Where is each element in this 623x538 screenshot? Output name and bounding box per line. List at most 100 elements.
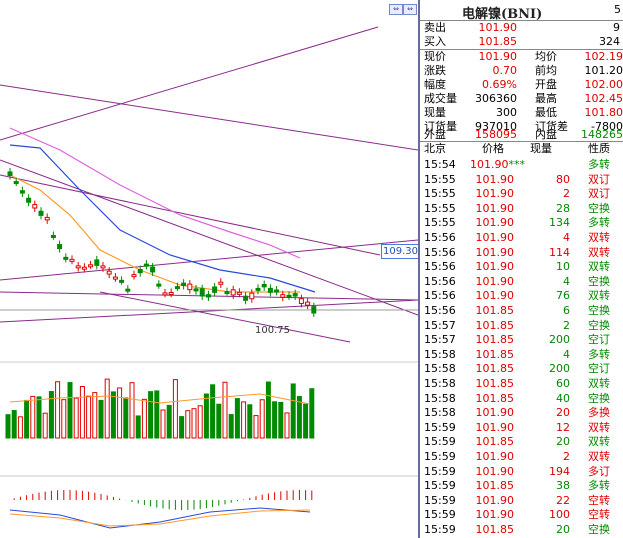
panel-divider[interactable] xyxy=(418,0,420,538)
tick-nature: 双转 xyxy=(588,289,610,303)
tick-time: 15:55 xyxy=(424,201,456,215)
candle-body xyxy=(181,282,187,286)
chart-zoom-in-button[interactable]: ⇔ xyxy=(403,4,417,15)
candle-body xyxy=(199,288,205,297)
tick-time: 15:56 xyxy=(424,289,456,303)
tick-price: 101.90 xyxy=(470,230,515,245)
tick-row[interactable]: 15:59 101.90 194 多订 xyxy=(420,464,623,479)
volume-bar xyxy=(191,408,197,439)
tick-nature: 双订 xyxy=(588,172,610,186)
tick-row[interactable]: 15:55 101.90 2 双订 xyxy=(420,186,623,201)
tick-row[interactable]: 15:58 101.85 4 多转 xyxy=(420,347,623,362)
tick-nature: 双订 xyxy=(588,187,610,201)
tick-price-value: 101.90 xyxy=(470,158,509,171)
tick-row[interactable]: 15:58 101.85 40 空换 xyxy=(420,391,623,406)
volume-bar xyxy=(30,395,36,439)
candle-body xyxy=(249,292,255,300)
current-row: 现价 101.90 均价 102.19 xyxy=(420,50,623,64)
tick-price-value: 101.90 xyxy=(475,406,515,420)
tick-nature: 多订 xyxy=(588,464,610,478)
kline-chart[interactable] xyxy=(0,0,418,538)
tick-row[interactable]: 15:55 101.90 28 空换 xyxy=(420,201,623,216)
candle-body xyxy=(150,266,156,273)
candle-body xyxy=(94,259,100,266)
volume-bar xyxy=(222,381,228,439)
volume-bar xyxy=(216,403,222,439)
tick-row[interactable]: 15:57 101.85 200 空订 xyxy=(420,332,623,347)
candle-body xyxy=(243,295,249,301)
candle-body xyxy=(174,286,180,290)
candle-body xyxy=(119,279,125,283)
volume-bar xyxy=(42,412,48,439)
tick-price: 101.90 xyxy=(470,245,515,260)
volume-bar xyxy=(48,391,54,439)
sell-value: 101.90 xyxy=(478,21,518,34)
volume-bar xyxy=(234,398,240,439)
volume-bar xyxy=(259,399,265,439)
tick-row[interactable]: 15:55 101.90 80 双订 xyxy=(420,172,623,187)
candle-body xyxy=(32,204,38,209)
volume-bar xyxy=(92,392,98,439)
tick-price-value: 101.90 xyxy=(475,420,515,434)
tick-row[interactable]: 15:56 101.90 4 空换 xyxy=(420,274,623,289)
tick-row[interactable]: 15:59 101.90 100 空转 xyxy=(420,507,623,522)
chart-zoom-out-button[interactable]: ⇔ xyxy=(389,4,403,15)
tick-row[interactable]: 15:59 101.90 2 双转 xyxy=(420,449,623,464)
volume-bar xyxy=(110,391,116,439)
volume-bar xyxy=(247,404,253,439)
tick-time: 15:59 xyxy=(424,464,456,478)
tick-nature: 空换 xyxy=(588,274,610,288)
candle-body xyxy=(44,216,50,221)
tick-row[interactable]: 15:56 101.90 4 双转 xyxy=(420,230,623,245)
tick-volume: 194 xyxy=(549,464,570,478)
high-value: 102.45 xyxy=(584,92,623,105)
tick-volume: 76 xyxy=(556,289,570,303)
candle-body xyxy=(13,181,19,185)
buy-label: 买入 xyxy=(424,35,446,48)
quote-separator xyxy=(420,49,623,50)
tick-price-value: 101.85 xyxy=(475,347,515,361)
volume-bar xyxy=(228,414,234,439)
tick-nature: 多换 xyxy=(588,406,610,420)
sell-row: 卖出 101.90 9 xyxy=(420,21,623,35)
tick-row[interactable]: 15:57 101.85 2 空换 xyxy=(420,318,623,333)
kline-chart-area[interactable]: ⇔ ⇔ 109.30 100.75 xyxy=(0,0,420,538)
candle-body xyxy=(187,283,193,291)
candle-body xyxy=(26,197,32,203)
tick-volume: 40 xyxy=(556,391,570,405)
tick-time: 15:55 xyxy=(424,216,456,230)
tick-price: 101.85 xyxy=(470,318,515,333)
tick-row[interactable]: 15:54 101.90*** 多转 xyxy=(420,157,623,172)
instrument-title-bar: 电解镍(BNI) 5 xyxy=(420,2,623,22)
candle-body xyxy=(81,266,87,270)
tick-row[interactable]: 15:56 101.90 114 双转 xyxy=(420,245,623,260)
tick-row[interactable]: 15:58 101.90 20 多换 xyxy=(420,405,623,420)
change-label: 涨跌 xyxy=(424,64,446,77)
tick-row[interactable]: 15:59 101.90 12 双转 xyxy=(420,420,623,435)
tick-price: 101.85 xyxy=(470,478,515,493)
tick-nature: 空换 xyxy=(588,318,610,332)
tick-row[interactable]: 15:56 101.90 76 双转 xyxy=(420,288,623,303)
tick-row[interactable]: 15:58 101.85 200 空订 xyxy=(420,361,623,376)
ticks-header-price: 价格 xyxy=(482,142,504,155)
tick-row[interactable]: 15:56 101.85 6 空换 xyxy=(420,303,623,318)
tick-row[interactable]: 15:56 101.90 10 双转 xyxy=(420,259,623,274)
tick-price: 101.90 xyxy=(470,259,515,274)
high-label: 最高 xyxy=(535,92,557,105)
tick-row[interactable]: 15:59 101.85 20 双转 xyxy=(420,434,623,449)
tick-row[interactable]: 15:59 101.85 20 空换 xyxy=(420,522,623,537)
volume-bar xyxy=(265,381,271,439)
volume-bar xyxy=(148,391,154,439)
tick-row[interactable]: 15:55 101.90 134 多转 xyxy=(420,215,623,230)
tick-row[interactable]: 15:59 101.85 38 多转 xyxy=(420,478,623,493)
tick-price: 101.90 xyxy=(470,186,515,201)
tick-volume: 28 xyxy=(556,201,570,215)
tick-price-value: 101.85 xyxy=(475,333,515,347)
tick-price-value: 101.90 xyxy=(475,231,515,244)
tick-price: 101.85 xyxy=(470,434,515,449)
change-row: 涨跌 0.70 前均 101.20 xyxy=(420,64,623,78)
sell-extra: 9 xyxy=(613,21,620,34)
tick-row[interactable]: 15:59 101.90 22 空转 xyxy=(420,493,623,508)
tick-row[interactable]: 15:58 101.85 60 双转 xyxy=(420,376,623,391)
candle-body xyxy=(212,286,218,293)
